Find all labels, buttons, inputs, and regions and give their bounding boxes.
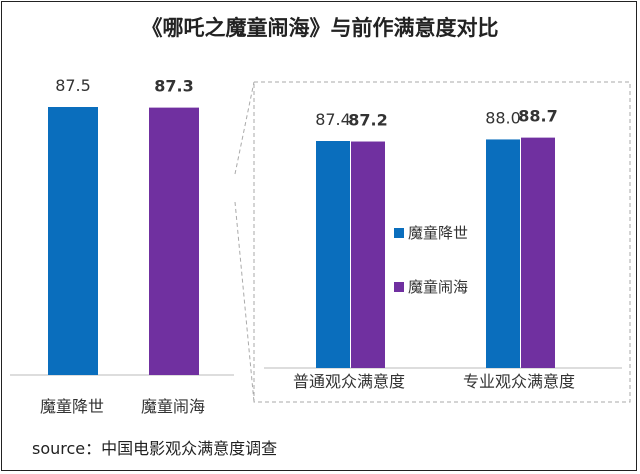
bar-left-mtjs (48, 107, 98, 375)
category-label-pro: 专业观众满意度 (463, 372, 575, 391)
value-label-normal-mtjs: 87.4 (315, 110, 351, 129)
bar-pro-mtnh (521, 137, 555, 368)
value-label-left-mtnh: 87.3 (154, 77, 193, 96)
value-label-left-mtjs: 87.5 (55, 76, 91, 95)
legend-swatch-mtjs (394, 228, 404, 238)
bar-pro-mtjs (486, 139, 520, 368)
legend-label-mtnh: 魔童闹海 (408, 278, 468, 296)
bar-normal-mtjs (316, 141, 350, 368)
value-label-normal-mtnh: 87.2 (348, 111, 387, 130)
category-label-normal: 普通观众满意度 (293, 372, 405, 391)
chart-title: 《哪吒之魔童闹海》与前作满意度对比 (142, 16, 499, 40)
legend-label-mtjs: 魔童降世 (408, 224, 468, 242)
legend-swatch-mtnh (394, 282, 404, 292)
value-label-pro-mtjs: 88.0 (485, 108, 521, 127)
bar-normal-mtnh (351, 141, 385, 368)
category-label-mtnh: 魔童闹海 (141, 397, 205, 416)
bar-left-mtnh (149, 107, 199, 375)
zoom-panel-border (253, 81, 631, 403)
connector-top (234, 81, 255, 175)
category-label-mtjs: 魔童降世 (40, 397, 104, 416)
value-label-pro-mtnh: 88.7 (518, 107, 557, 126)
source-note: source：中国电影观众满意度调查 (32, 439, 277, 458)
connector-bottom (234, 201, 255, 403)
